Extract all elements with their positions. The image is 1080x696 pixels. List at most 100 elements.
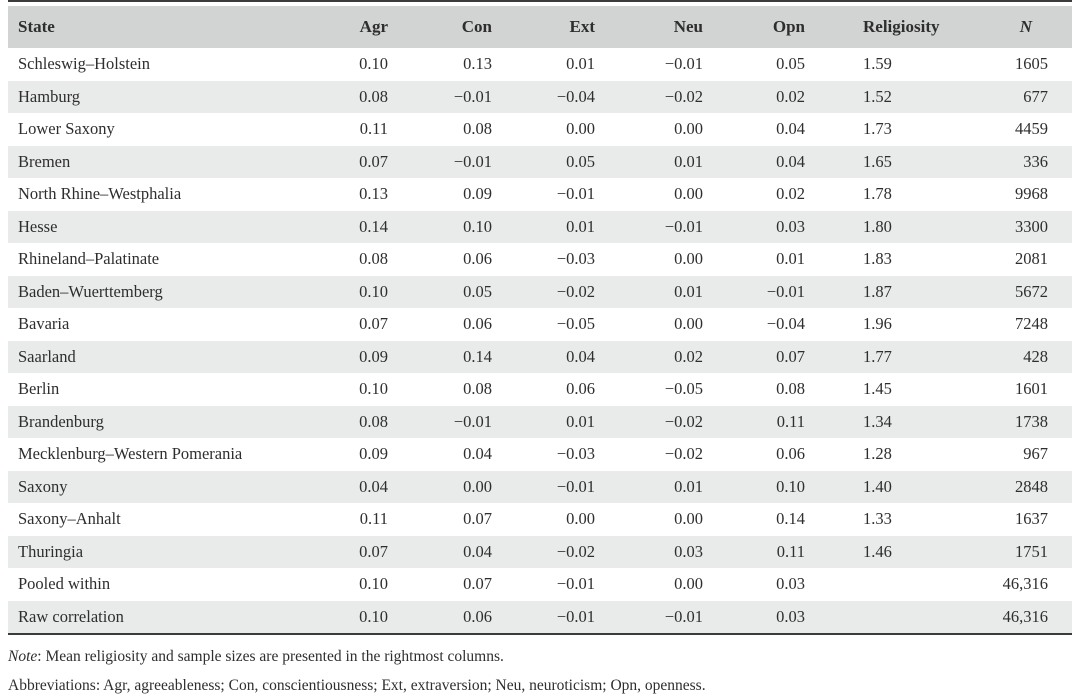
cell-neu: −0.02 [664,411,703,431]
cell-state: Berlin [18,379,60,399]
cell-ext: 0.01 [566,216,595,236]
cell-opn: 0.14 [776,509,805,529]
cell-religiosity: 1.33 [863,509,892,529]
cell-state: Saxony [18,476,68,496]
table-row: Bremen 0.07 −0.01 0.05 0.01 0.04 1.65 336 [8,145,1072,178]
cell-ext: −0.05 [556,314,595,334]
cell-n: 46,316 [1002,606,1048,626]
cell-neu: 0.00 [674,574,703,594]
note-text: : Mean religiosity and sample sizes are … [37,648,504,665]
cell-religiosity: 1.34 [863,411,892,431]
cell-neu: 0.01 [674,151,703,171]
correlations-table-wrap: State Agr Con Ext Neu Opn Religiosity N Schlesw… [8,0,1072,635]
cell-con: 0.08 [463,379,492,399]
table-row: Hesse 0.14 0.10 0.01 −0.01 0.03 1.80 3300 [8,210,1072,243]
table-row: Rhineland–Palatinate 0.08 0.06 −0.03 0.00 0.0… [8,243,1072,276]
table-row: Brandenburg 0.08 −0.01 0.01 −0.02 0.11 1.34 173… [8,405,1072,438]
cell-neu: 0.02 [674,346,703,366]
cell-ext: 0.06 [566,379,595,399]
cell-opn: 0.03 [776,216,805,236]
cell-con: 0.13 [463,54,492,74]
cell-opn: 0.02 [776,86,805,106]
cell-ext: 0.04 [566,346,595,366]
cell-religiosity: 1.80 [863,216,892,236]
cell-agr: 0.07 [359,151,388,171]
cell-neu: 0.00 [674,119,703,139]
cell-n: 9968 [1015,184,1048,204]
header-cell-opn: Opn [715,6,817,48]
table-row: Pooled within 0.10 0.07 −0.01 0.00 0.03 46,316 [8,568,1072,601]
table-row: Schleswig–Holstein 0.10 0.13 0.01 −0.01 0.05 1… [8,48,1072,81]
cell-religiosity: 1.46 [863,541,892,561]
cell-n: 1738 [1015,411,1048,431]
table-row: Saxony 0.04 0.00 −0.01 0.01 0.10 1.40 2848 [8,470,1072,503]
cell-state: Bremen [18,151,71,171]
cell-neu: 0.00 [674,314,703,334]
cell-n: 1601 [1015,379,1048,399]
header-cell-agr: Agr [338,6,400,48]
table-row: Hamburg 0.08 −0.01 −0.04 −0.02 0.02 1.52 677 [8,80,1072,113]
cell-neu: 0.01 [674,281,703,301]
cell-con: −0.01 [453,86,492,106]
table-row: Lower Saxony 0.11 0.08 0.00 0.00 0.04 1.73 4459 [8,113,1072,146]
cell-n: 2848 [1015,476,1048,496]
cell-opn: 0.10 [776,476,805,496]
cell-neu: 0.00 [674,249,703,269]
cell-con: 0.07 [463,574,492,594]
cell-opn: 0.03 [776,606,805,626]
table-header: State Agr Con Ext Neu Opn Religiosity N [8,6,1072,48]
cell-n: 2081 [1015,249,1048,269]
cell-n: 5672 [1015,281,1048,301]
cell-religiosity: 1.40 [863,476,892,496]
cell-neu: −0.01 [664,54,703,74]
note-label: Note [8,648,38,665]
cell-con: 0.09 [463,184,492,204]
table-body: Schleswig–Holstein 0.10 0.13 0.01 −0.01 0.05 1… [8,48,1072,633]
cell-ext: −0.01 [556,574,595,594]
header-cell-ext: Ext [504,6,607,48]
cell-state: Hamburg [18,86,81,106]
cell-con: 0.07 [463,509,492,529]
cell-state: North Rhine–Westphalia [18,184,182,204]
cell-opn: 0.08 [776,379,805,399]
header-cell-con: Con [400,6,504,48]
cell-ext: −0.01 [556,184,595,204]
cell-agr: 0.10 [359,281,388,301]
cell-agr: 0.10 [359,606,388,626]
cell-agr: 0.14 [359,216,388,236]
cell-neu: 0.00 [674,184,703,204]
cell-opn: 0.01 [776,249,805,269]
cell-con: 0.05 [463,281,492,301]
cell-opn: −0.01 [766,281,805,301]
cell-religiosity: 1.73 [863,119,892,139]
cell-agr: 0.13 [359,184,388,204]
cell-con: 0.04 [463,541,492,561]
table-row: Bavaria 0.07 0.06 −0.05 0.00 −0.04 1.96 7248 [8,308,1072,341]
cell-con: 0.14 [463,346,492,366]
cell-state: Schleswig–Holstein [18,54,150,74]
table-row: North Rhine–Westphalia 0.13 0.09 −0.01 0.00 0… [8,178,1072,211]
table-row: Saarland 0.09 0.14 0.04 0.02 0.07 1.77 428 [8,340,1072,373]
table-header-row: State Agr Con Ext Neu Opn Religiosity N [8,6,1072,48]
cell-agr: 0.10 [359,574,388,594]
cell-neu: 0.00 [674,509,703,529]
cell-ext: 0.00 [566,119,595,139]
cell-religiosity: 1.78 [863,184,892,204]
cell-opn: 0.04 [776,151,805,171]
cell-religiosity: 1.59 [863,54,892,74]
cell-ext: −0.03 [556,444,595,464]
cell-n: 4459 [1015,119,1048,139]
table-row: Raw correlation 0.10 0.06 −0.01 −0.01 0.03 46,… [8,600,1072,633]
cell-ext: −0.03 [556,249,595,269]
table-row: Baden–Wuerttemberg 0.10 0.05 −0.02 0.01 −0.01… [8,275,1072,308]
cell-opn: 0.06 [776,444,805,464]
cell-state: Brandenburg [18,411,104,431]
cell-con: 0.00 [463,476,492,496]
table-row: Berlin 0.10 0.08 0.06 −0.05 0.08 1.45 1601 [8,373,1072,406]
cell-con: 0.04 [463,444,492,464]
cell-ext: −0.04 [556,86,595,106]
header-cell-state: State [8,6,338,48]
cell-religiosity: 1.65 [863,151,892,171]
cell-n: 1637 [1015,509,1048,529]
cell-ext: −0.02 [556,281,595,301]
